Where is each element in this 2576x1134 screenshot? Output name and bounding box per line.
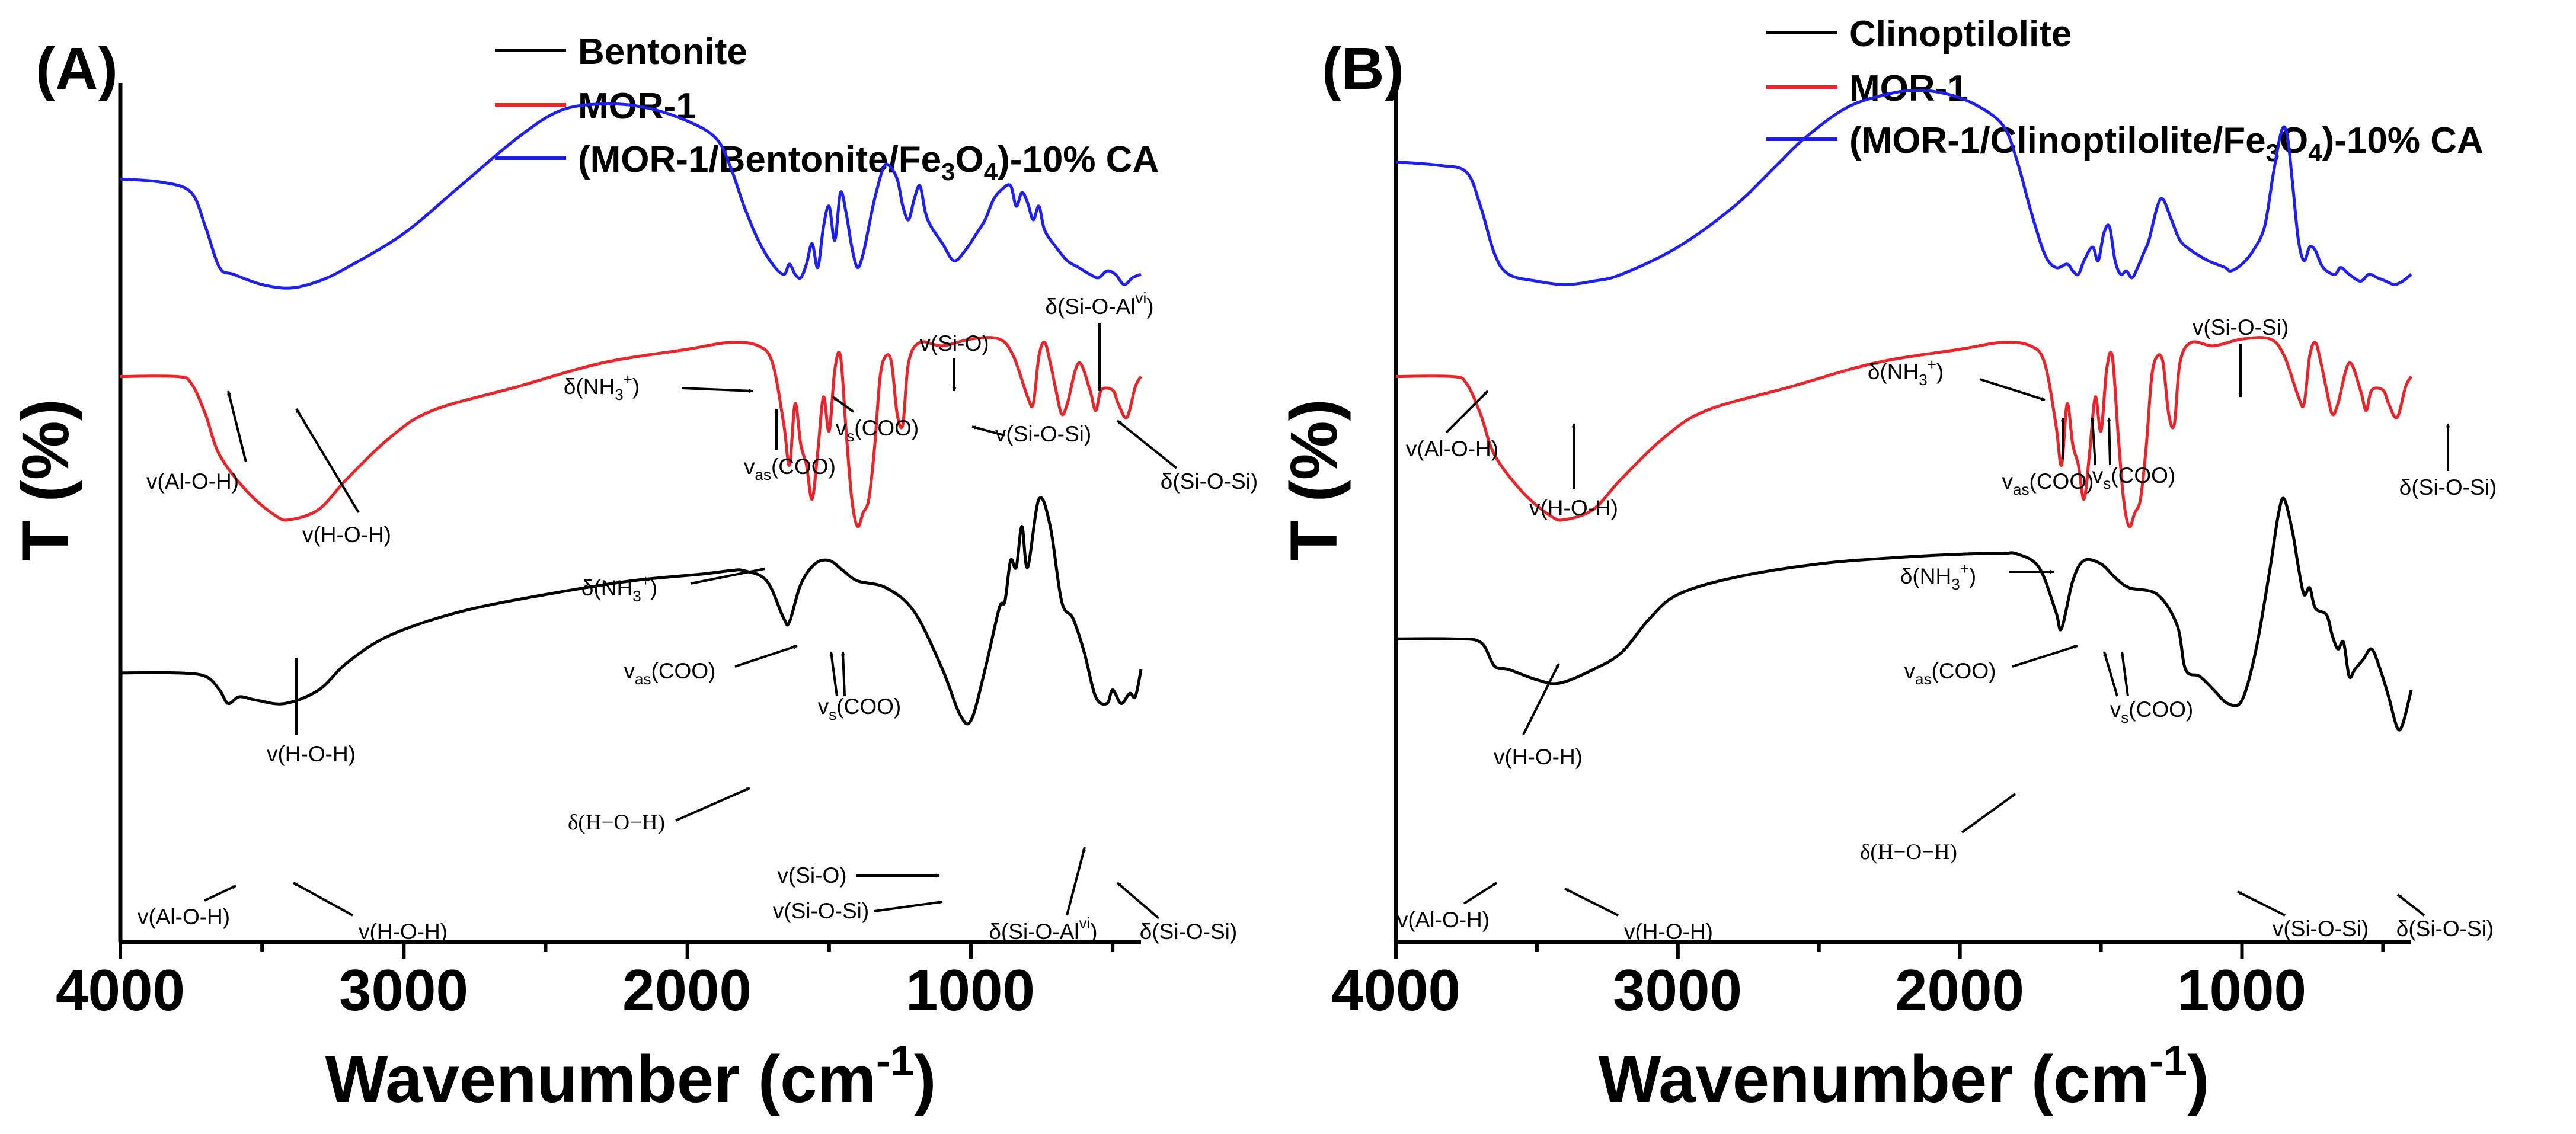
legend-composite: (MOR-1/Bentonite/Fe3O4)-10% CA [578,139,1159,185]
ann-b-bot-hoh: v(H-O-H) [1624,920,1713,944]
spectrum-a-base-mineral [120,496,1143,726]
ann-b-bot-d-hoh: δ(H−O−H) [1860,840,1957,864]
panel-b-legend: Clinoptilolite MOR-1 (MOR-1/Clinoptiloli… [1766,14,2484,166]
panel-a-x-axis-label: Wavenumber (cm-1) [325,1037,937,1116]
ann-a-bot-d-sio-alvi: δ(Si-O-Alvi) [989,914,1097,944]
panel-b-tick-4000: 4000 [1331,957,1460,1023]
panel-b-label: (B) [1322,36,1404,102]
ann-a-mid-hoh: v(H-O-H) [267,742,356,766]
spectrum-a-composite [120,102,1142,290]
ann-a-bot-v-siosi: v(Si-O-Si) [773,899,869,923]
ann-a-bot-hoh: v(H-O-H) [359,920,448,944]
spectrum-b-base-mineral [1395,496,2413,732]
ann-a-bot-d-hoh: δ(H−O−H) [568,811,665,835]
panel-a-tick-2000: 2000 [622,957,752,1023]
panel-a-y-axis-label: T (%) [8,399,82,561]
panel-b-tick-1000: 1000 [2177,957,2306,1023]
ann-b-bot-v-siosi: v(Si-O-Si) [2273,917,2369,941]
ann-b-top-vas-coo: vas(COO) [2002,469,2094,498]
ann-b-top-hoh: v(H-O-H) [1529,496,1618,520]
ann-a-mid-vas-coo: vas(COO) [624,659,716,688]
ann-a-bot-v-sio: v(Si-O) [777,863,846,888]
panel-a-label: (A) [36,36,118,102]
ann-a-mid-vs-coo: vs(COO) [818,694,901,723]
panel-b-spectra [1395,89,2413,732]
spectrum-a-mor1 [120,336,1143,528]
ann-b-top-d-siosi: δ(Si-O-Si) [2399,475,2497,499]
panel-a-legend: Bentonite MOR-1 (MOR-1/Bentonite/Fe3O4)-… [495,31,1159,185]
ann-a-top-nh3: δ(NH3+) [564,370,640,403]
ann-a-top-vs-coo: vs(COO) [836,416,919,445]
panel-b-ticks [1394,942,2385,959]
panel-a-tick-3000: 3000 [339,957,468,1023]
ann-a-mid-nh3: δ(NH3+) [581,572,657,605]
ann-b-top-nh3: δ(NH3+) [1868,355,1944,389]
panel-b-tick-3000: 3000 [1613,957,1742,1023]
panel-a-annotations-mor1: δ(NH3+) vas(COO) vs(COO) v(H-O-H) [267,567,901,766]
ann-b-top-v-siosi: v(Si-O-Si) [2193,315,2289,339]
ann-b-mid-hoh: v(H-O-H) [1494,745,1583,769]
ann-b-mid-vas-coo: vas(COO) [1904,659,1996,688]
panel-b-annotations-clinoptilolite: δ(H−O−H) v(Al-O-H) v(H-O-H) v(Si-O-Si) δ… [1397,793,2494,944]
legend-mor1-b: MOR-1 [1849,68,1968,109]
legend-composite-b: (MOR-1/Clinoptilolite/Fe3O4)-10% CA [1849,120,2484,166]
ann-a-top-v-siosi: v(Si-O-Si) [995,422,1091,446]
panel-a: (A) Bentonite MOR-1 (MOR-1/Bentonite/Fe3… [8,31,1258,1116]
legend-clinoptilolite: Clinoptilolite [1849,14,2072,55]
panel-b: (B) Clinoptilolite MOR-1 (MOR-1/Clinopti… [1277,14,2497,1116]
ann-b-mid-nh3: δ(NH3+) [1900,560,1976,593]
ann-a-top-sio-alvi: δ(Si-O-Alvi) [1045,289,1153,319]
panel-b-x-axis-label: Wavenumber (cm-1) [1599,1037,2210,1116]
legend-bentonite: Bentonite [578,31,747,72]
ann-a-top-d-siosi: δ(Si-O-Si) [1161,469,1258,494]
ann-a-bot-d-siosi: δ(Si-O-Si) [1140,920,1237,944]
ann-a-top-vas-coo: vas(COO) [744,454,836,483]
ann-b-bot-d-siosi: δ(Si-O-Si) [2396,917,2494,941]
ann-a-bot-alo-h: v(Al-O-H) [138,905,230,929]
panel-b-annotations-composite: v(Al-O-H) v(H-O-H) δ(NH3+) vas(COO) vs(C… [1406,315,2497,520]
ann-b-bot-alo-h: v(Al-O-H) [1397,908,1490,932]
spectrum-b-mor1 [1395,336,2413,528]
panel-a-tick-1000: 1000 [906,957,1035,1023]
ann-a-top-alo-h: v(Al-O-H) [146,469,239,494]
panel-b-tick-2000: 2000 [1895,957,2024,1023]
panel-a-ticks [119,942,1115,959]
panel-a-tick-4000: 4000 [56,957,185,1023]
panel-b-y-axis-label: T (%) [1277,399,1351,561]
panel-a-annotations-composite: v(Al-O-H) v(H-O-H) δ(NH3+) vas(COO) vs(C… [146,289,1258,547]
ann-a-top-sio: v(Si-O) [919,331,989,355]
spectrum-b-composite [1395,89,2412,286]
ann-b-mid-vs-coo: vs(COO) [2110,697,2193,726]
panel-b-annotations-mor1: δ(NH3+) vas(COO) vs(COO) v(H-O-H) [1494,560,2193,769]
ann-b-top-alo-h: v(Al-O-H) [1406,437,1498,461]
panel-a-annotations-bentonite: δ(H−O−H) v(Si-O) v(Si-O-Si) v(Al-O-H) v(… [138,787,1237,944]
panel-a-spectra [120,102,1143,726]
ann-b-top-vs-coo: vs(COO) [2092,463,2175,492]
ann-a-top-hoh: v(H-O-H) [302,523,391,547]
